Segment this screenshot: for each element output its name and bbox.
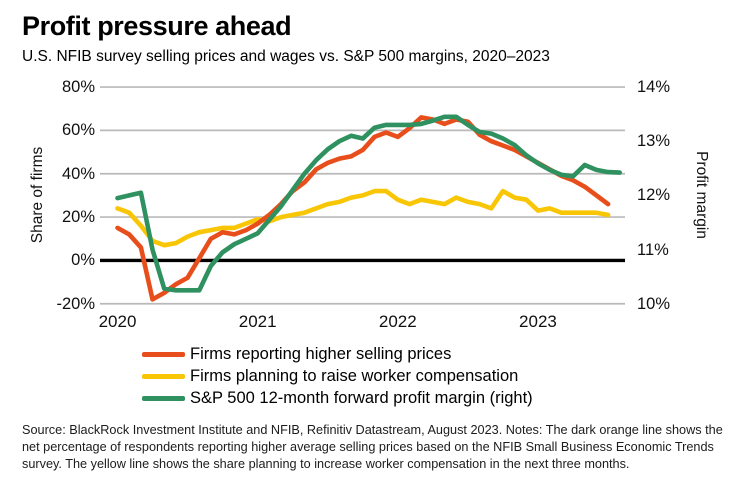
- legend-label-worker-compensation: Firms planning to raise worker compensat…: [190, 366, 519, 385]
- chart-title: Profit pressure ahead: [22, 11, 292, 41]
- legend-item-profit-margin: S&P 500 12-month forward profit margin (…: [142, 387, 533, 409]
- legend-swatch-worker-compensation: [142, 373, 185, 379]
- y-axis-tick-left: 80%: [61, 78, 95, 97]
- source-note: Source: BlackRock Investment Institute a…: [22, 423, 723, 471]
- left-axis-title: Share of firms: [29, 146, 46, 244]
- chart-subtitle: U.S. NFIB survey selling prices and wage…: [22, 48, 550, 65]
- series-line-1: [115, 188, 611, 248]
- y-axis-tick-right: 12%: [637, 186, 671, 205]
- legend-label-profit-margin: S&P 500 12-month forward profit margin (…: [190, 388, 533, 407]
- x-axis-tick: 2023: [519, 312, 557, 331]
- series-line-2: [115, 114, 623, 293]
- y-axis-tick-left: 20%: [61, 208, 95, 227]
- legend-item-selling-prices: Firms reporting higher selling prices: [142, 343, 533, 365]
- legend: Firms reporting higher selling prices Fi…: [142, 343, 533, 409]
- y-axis-tick-right: 10%: [637, 294, 671, 313]
- legend-item-worker-compensation: Firms planning to raise worker compensat…: [142, 365, 533, 387]
- x-axis-tick: 2022: [378, 312, 417, 331]
- legend-swatch-selling-prices: [142, 351, 185, 357]
- y-axis-tick-right: 14%: [637, 78, 671, 96]
- legend-swatch-profit-margin: [142, 395, 185, 401]
- x-axis-tick: 2021: [238, 312, 277, 331]
- y-axis-tick-left: 40%: [61, 164, 95, 183]
- y-axis-tick-left: 60%: [61, 121, 95, 140]
- legend-label-selling-prices: Firms reporting higher selling prices: [190, 344, 452, 363]
- x-axis-tick: 2020: [98, 312, 137, 331]
- y-axis-tick-left: -20%: [56, 294, 95, 313]
- y-axis-tick-left: 0%: [71, 251, 95, 270]
- y-axis-tick-right: 11%: [637, 240, 669, 259]
- y-axis-tick-right: 13%: [637, 132, 671, 151]
